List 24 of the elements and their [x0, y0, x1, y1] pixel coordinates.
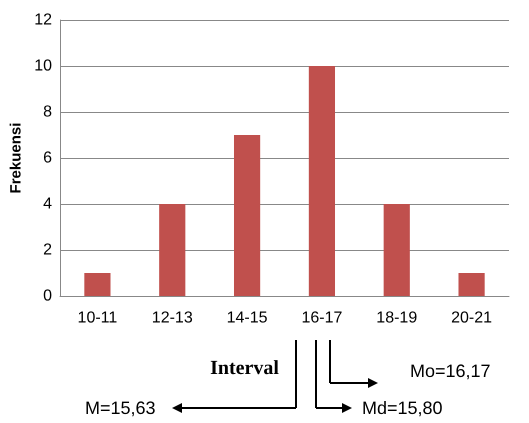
x-axis-title: Interval [210, 357, 280, 379]
x-tick-label: 18-19 [376, 310, 418, 326]
y-tick-label: 4 [43, 196, 52, 212]
bar [384, 204, 410, 296]
x-tick-label: 10-11 [78, 310, 118, 326]
bar [308, 66, 336, 296]
y-tick-label: 10 [34, 58, 52, 74]
bar [234, 135, 260, 296]
y-tick-label: 2 [43, 242, 52, 258]
x-tick-label: 16-17 [301, 310, 342, 326]
x-tick-label: 12-13 [152, 310, 193, 326]
bar [84, 273, 111, 296]
x-tick-label: 14-15 [226, 310, 268, 326]
text: Md=15,80 [362, 398, 443, 418]
text: M=15,63 [85, 398, 156, 418]
text: Mo=16,17 [410, 361, 491, 381]
y-tick-label: 12 [34, 12, 52, 28]
y-axis-title: Frekuensi [7, 122, 24, 194]
bar [159, 204, 186, 296]
x-tick-label: 20-21 [451, 310, 492, 326]
bar [458, 273, 485, 296]
y-tick-label: 8 [43, 104, 52, 120]
y-tick-label: 0 [43, 288, 52, 304]
y-tick-label: 6 [43, 150, 52, 166]
